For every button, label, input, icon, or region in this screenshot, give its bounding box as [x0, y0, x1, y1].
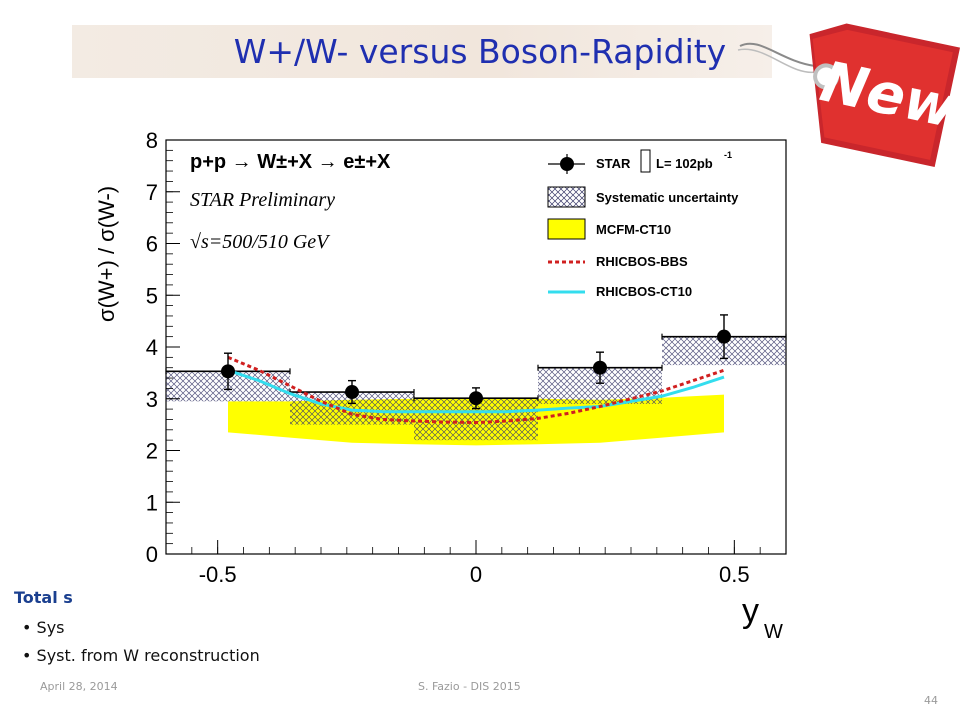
star-point-1	[345, 385, 359, 400]
page-title: W+/W- versus Boson-Rapidity	[233, 32, 727, 71]
legend-star-marker	[560, 157, 574, 171]
star-point-3	[593, 360, 607, 375]
bullet-2-text: Syst. from W reconstruction	[36, 646, 260, 665]
y-tick-label-6: 6	[146, 232, 158, 257]
footer-author: S. Fazio - DIS 2015	[418, 680, 521, 693]
legend-star-box	[640, 149, 651, 173]
legend-syst-swatch	[547, 186, 586, 208]
x-tick-label-2: 0.5	[719, 562, 750, 587]
page-number: 44	[924, 694, 938, 707]
legend-ct10: RHICBOS-CT10	[596, 284, 692, 299]
legend-bbs: RHICBOS-BBS	[596, 254, 688, 269]
x-axis-label-sub: W	[764, 621, 783, 643]
legend-mcfm: MCFM-CT10	[596, 222, 671, 237]
y-tick-label-7: 7	[146, 180, 158, 205]
bullet-1-text: Sys	[36, 618, 65, 637]
bullet-1: • Sys	[22, 618, 65, 637]
total-label: Total s	[14, 588, 73, 607]
bullet-2: • Syst. from W reconstruction	[22, 646, 260, 665]
star-point-4	[717, 329, 731, 344]
new-tag-icon: New	[737, 23, 960, 167]
y-tick-label-4: 4	[146, 335, 158, 360]
process-annotation: p+p → W±+X → e±+X	[190, 151, 391, 173]
x-axis-label: y	[742, 592, 759, 630]
rhicbos-ct10-line	[227, 368, 725, 414]
energy-annotation: √s=500/510 GeV	[190, 231, 331, 253]
legend-star: STAR	[596, 156, 631, 171]
y-tick-label-1: 1	[146, 490, 158, 515]
y-tick-label-0: 0	[146, 542, 158, 567]
preliminary-annotation: STAR Preliminary	[190, 189, 335, 211]
x-tick-label-0: -0.5	[199, 562, 237, 587]
y-tick-label-3: 3	[146, 387, 158, 412]
star-point-2	[469, 391, 483, 406]
star-point-0	[221, 364, 235, 379]
legend-mcfm-swatch	[547, 218, 586, 240]
rhicbos-bbs-line	[227, 355, 725, 425]
y-tick-label-8: 8	[146, 128, 158, 153]
y-axis-label: σ(W+) / σ(W-)	[94, 186, 119, 322]
title-band	[72, 25, 772, 78]
legend-syst: Systematic uncertainty	[596, 190, 739, 205]
legend-lumi: L= 102pb	[656, 156, 713, 171]
y-tick-label-2: 2	[146, 439, 158, 464]
legend: STAR L= 102pb -1 Systematic uncertainty …	[547, 149, 739, 299]
x-tick-label-1: 0	[470, 562, 482, 587]
legend-lumi-exp: -1	[724, 150, 732, 160]
y-tick-label-5: 5	[146, 283, 158, 308]
footer-date: April 28, 2014	[40, 680, 118, 693]
